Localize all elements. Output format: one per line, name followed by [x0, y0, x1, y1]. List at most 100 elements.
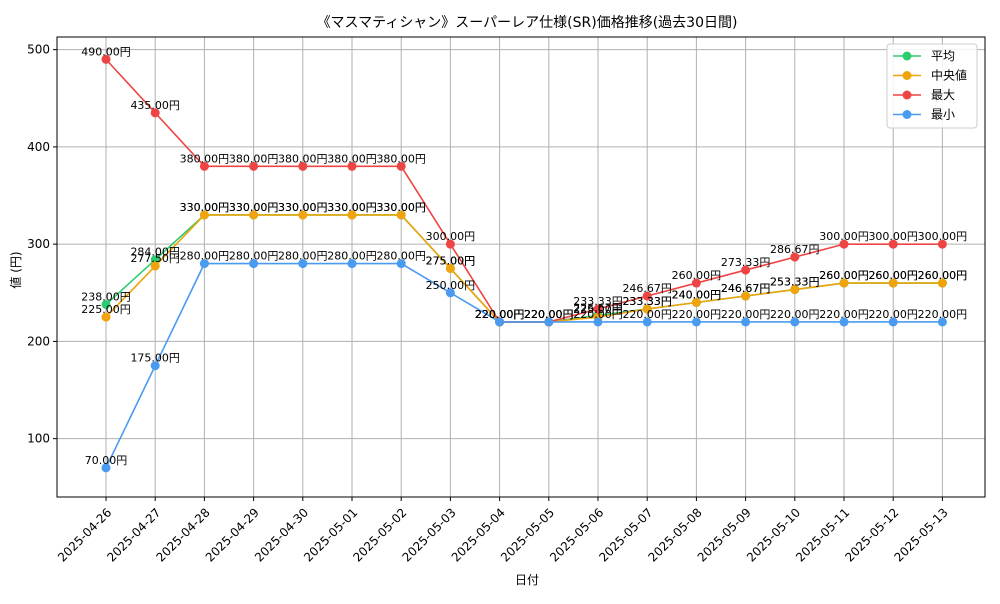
- data-label: 253.33円: [770, 276, 820, 289]
- series-2-point: [101, 312, 111, 322]
- data-label: 233.33円: [622, 295, 672, 308]
- series-3-point: [691, 278, 701, 288]
- series-3-point: [396, 161, 406, 171]
- data-label: 220.00円: [475, 308, 525, 321]
- grid-layer: [57, 37, 985, 497]
- series-3-point: [150, 108, 160, 118]
- series-4-point: [593, 317, 603, 327]
- legend-marker-2: [902, 71, 912, 80]
- data-label: 330.00円: [180, 201, 230, 214]
- plot-frame: [56, 36, 986, 498]
- series-line-4: [105, 262, 943, 469]
- series-3-point: [888, 239, 898, 249]
- series-4-point: [445, 288, 455, 298]
- data-label: 275.00円: [426, 254, 476, 267]
- data-label: 70.00円: [85, 454, 128, 467]
- series-3-point: [249, 161, 259, 171]
- series-4-point: [298, 259, 308, 269]
- legend-label-4: 最小: [931, 108, 955, 122]
- data-label: 330.00円: [229, 201, 279, 214]
- series-4-point: [642, 317, 652, 327]
- series-3-point: [839, 239, 849, 249]
- data-label: 220.00円: [475, 308, 525, 321]
- data-label: 260.00円: [819, 269, 869, 282]
- series-4-point: [347, 259, 357, 269]
- data-label: 380.00円: [376, 152, 426, 165]
- data-label: 220.00円: [475, 308, 525, 321]
- data-label: 275.00円: [426, 254, 476, 267]
- series-4-point: [691, 317, 701, 327]
- series-4-point: [495, 317, 505, 327]
- data-label: 220.00円: [918, 308, 968, 321]
- data-label: 225.00円: [81, 303, 131, 316]
- data-label: 300.00円: [426, 230, 476, 243]
- data-label: 380.00円: [278, 152, 328, 165]
- data-label: 220.00円: [573, 308, 623, 321]
- legend-marker-4: [902, 110, 912, 119]
- legend-marker-1: [902, 51, 912, 61]
- series-2-point: [150, 261, 160, 271]
- series-4-point: [249, 259, 259, 269]
- legend-label-3: 最大: [931, 88, 955, 102]
- data-label: 253.33円: [770, 276, 820, 289]
- y-axis-label: 値 (円): [8, 251, 23, 288]
- series-4-point: [396, 259, 406, 269]
- series-2-point: [298, 210, 308, 220]
- series-3-point: [101, 54, 111, 64]
- series-2-point: [790, 285, 800, 295]
- data-label: 280.00円: [180, 250, 230, 263]
- data-label: 233.33円: [622, 295, 672, 308]
- data-label: 280.00円: [327, 250, 377, 263]
- data-label: 238.00円: [81, 290, 131, 303]
- series-2-point: [888, 278, 898, 288]
- series-2-point: [396, 210, 406, 220]
- series-2-point: [741, 291, 751, 301]
- data-label: 260.00円: [868, 269, 918, 282]
- series-3-point: [937, 239, 947, 249]
- y-tick-label: 300: [27, 237, 50, 251]
- data-label: 330.00円: [229, 201, 279, 214]
- series-3-point: [199, 161, 209, 171]
- data-label: 233.33円: [573, 295, 623, 308]
- data-label: 260.00円: [918, 269, 968, 282]
- data-label: 490.00円: [81, 45, 131, 58]
- series-2-point: [691, 297, 701, 307]
- series-3-point: [741, 265, 751, 275]
- data-label: 220.00円: [770, 308, 820, 321]
- series-4-point: [199, 259, 209, 269]
- data-label: 246.67円: [721, 282, 771, 295]
- data-label: 330.00円: [180, 201, 230, 214]
- series-3-point: [593, 304, 603, 314]
- data-label: 280.00円: [376, 250, 426, 263]
- data-label: 330.00円: [376, 201, 426, 214]
- data-label: 286.67円: [770, 243, 820, 256]
- data-label: 284.00円: [130, 246, 180, 259]
- series-4-point: [937, 317, 947, 327]
- data-label: 220.00円: [524, 308, 574, 321]
- series-3-point: [642, 291, 652, 301]
- series-2-point: [249, 210, 259, 220]
- series-4-point: [839, 317, 849, 327]
- legend-label-2: 中央値: [931, 68, 967, 83]
- data-label: 260.00円: [918, 269, 968, 282]
- series-3-point: [298, 161, 308, 171]
- series-3-point: [445, 239, 455, 249]
- y-tick-label: 400: [27, 140, 50, 154]
- data-label: 220.00円: [475, 308, 525, 321]
- series-2-point: [445, 263, 455, 273]
- series-3-point: [790, 252, 800, 262]
- legend-marker-3: [902, 90, 912, 100]
- series-1-point: [150, 255, 160, 265]
- data-label: 220.00円: [672, 308, 722, 321]
- data-label: 240.00円: [672, 288, 722, 301]
- data-label: 246.67円: [622, 282, 672, 295]
- series-2-point: [937, 278, 947, 288]
- data-label: 330.00円: [327, 201, 377, 214]
- data-label: 300.00円: [819, 230, 869, 243]
- data-label: 300.00円: [918, 230, 968, 243]
- chart-title: 《マスマティシャン》スーパーレア仕様(SR)価格推移(過去30日間): [317, 15, 738, 31]
